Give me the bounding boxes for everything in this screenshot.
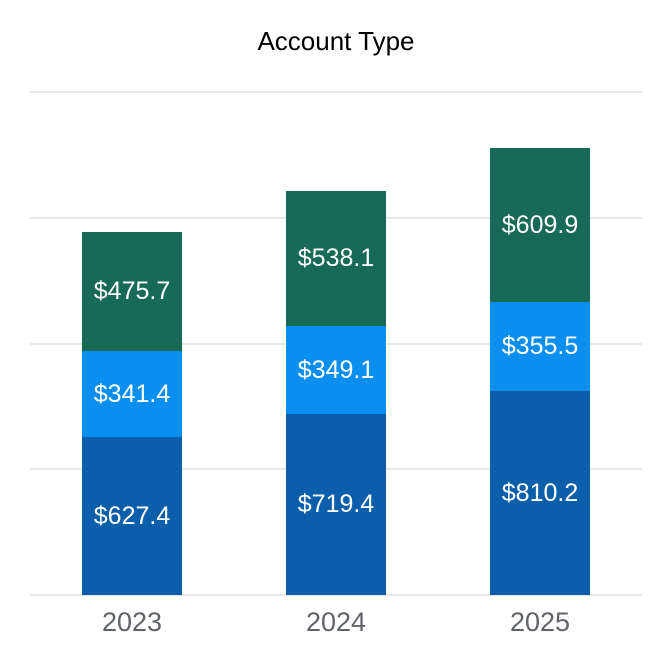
bar-segment-bottom-segment: $810.2 [490, 391, 590, 595]
bar-segment-bottom-segment: $627.4 [82, 437, 182, 595]
x-axis-label: 2024 [305, 607, 367, 637]
segment-value-label: $538.1 [297, 244, 375, 273]
gridline [30, 91, 642, 93]
bar-segment-middle-segment: $349.1 [286, 326, 386, 415]
x-axis-label: 2025 [509, 607, 571, 637]
segment-value-label: $627.4 [93, 501, 171, 530]
segment-value-label: $349.1 [297, 355, 375, 384]
segment-value-label: $341.4 [93, 379, 171, 408]
segment-value-label: $475.7 [93, 277, 171, 306]
bar-segment-top-segment: $475.7 [82, 231, 182, 352]
stacked-bar: $810.2 $355.5 $609.9 [490, 148, 590, 595]
x-axis: 2023 2024 2025 [30, 607, 642, 638]
bar-segment-top-segment: $538.1 [286, 190, 386, 327]
x-axis-label: 2023 [101, 607, 163, 637]
segment-value-label: $810.2 [501, 478, 579, 507]
bar-group-2023: $627.4 $341.4 $475.7 [30, 92, 234, 595]
segment-value-label: $609.9 [501, 210, 579, 239]
bar-segment-bottom-segment: $719.4 [286, 414, 386, 595]
gridline [30, 594, 642, 596]
bar-group-2025: $810.2 $355.5 $609.9 [438, 92, 642, 595]
stacked-bar: $627.4 $341.4 $475.7 [82, 231, 182, 595]
stacked-bar: $719.4 $349.1 $538.1 [286, 190, 386, 595]
segment-value-label: $355.5 [501, 332, 579, 361]
chart-title: Account Type [257, 26, 415, 56]
bar-segment-middle-segment: $355.5 [490, 301, 590, 392]
bar-segment-top-segment: $609.9 [490, 148, 590, 302]
plot-area: $627.4 $341.4 $475.7 $719.4 $349.1 $538.1 $810… [30, 91, 642, 596]
bar-group-2024: $719.4 $349.1 $538.1 [234, 92, 438, 595]
segment-value-label: $719.4 [297, 490, 375, 519]
bar-segment-middle-segment: $341.4 [82, 351, 182, 438]
